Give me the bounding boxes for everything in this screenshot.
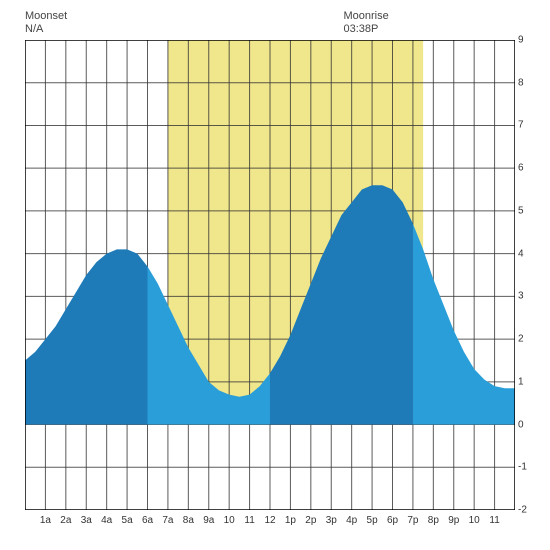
x-tick-label: 2a <box>60 515 71 526</box>
x-tick-label: 5p <box>367 515 378 526</box>
moonset-title: Moonset <box>25 10 67 23</box>
moonrise-value: 03:38P <box>344 23 389 36</box>
y-tick-label: 6 <box>518 163 524 174</box>
x-tick-label: 10 <box>224 515 235 526</box>
x-tick-label: 6a <box>142 515 153 526</box>
x-tick-label: 1a <box>40 515 51 526</box>
tide-chart: Moonset N/A Moonrise 03:38P 1a 2a 3a 4a 5a 6a… <box>10 10 540 540</box>
x-tick-label: 6p <box>387 515 398 526</box>
x-tick-label: 8a <box>183 515 194 526</box>
x-tick-label: 7p <box>407 515 418 526</box>
y-tick-label: 3 <box>518 291 524 302</box>
x-tick-label: 8p <box>428 515 439 526</box>
x-tick-label: 4a <box>101 515 112 526</box>
x-tick-label: 10 <box>469 515 480 526</box>
x-tick-label: 12 <box>264 515 275 526</box>
y-tick-label: 0 <box>518 419 524 430</box>
x-tick-label: 5a <box>122 515 133 526</box>
plot-area <box>25 40 515 510</box>
moonrise-title: Moonrise <box>344 10 389 23</box>
y-tick-label: 1 <box>518 376 524 387</box>
x-tick-label: 3p <box>326 515 337 526</box>
plot-svg <box>25 40 515 510</box>
moonset-block: Moonset N/A <box>25 10 67 36</box>
x-tick-label: 3a <box>81 515 92 526</box>
y-tick-label: 9 <box>518 35 524 46</box>
moonset-value: N/A <box>25 23 67 36</box>
moonrise-block: Moonrise 03:38P <box>344 10 389 36</box>
y-tick-label: 5 <box>518 205 524 216</box>
x-tick-label: 2p <box>305 515 316 526</box>
x-axis-labels: 1a 2a 3a 4a 5a 6a 7a 8a 9a 10 11 12 1p 2p 3p 4p 5p 6p 7p 8p… <box>25 515 515 535</box>
y-tick-label: 8 <box>518 77 524 88</box>
x-tick-label: 9p <box>448 515 459 526</box>
y-tick-label: 4 <box>518 248 524 259</box>
x-tick-label: 1p <box>285 515 296 526</box>
x-tick-label: 11 <box>489 515 499 526</box>
y-tick-label: -2 <box>518 505 527 516</box>
y-tick-label: 2 <box>518 334 524 345</box>
header-labels: Moonset N/A Moonrise 03:38P <box>10 10 540 38</box>
x-tick-label: 7a <box>162 515 173 526</box>
x-tick-label: 11 <box>244 515 254 526</box>
y-tick-label: 7 <box>518 120 524 131</box>
x-tick-label: 4p <box>346 515 357 526</box>
x-tick-label: 9a <box>203 515 214 526</box>
y-axis-labels: -2-10123456789 <box>518 40 538 510</box>
y-tick-label: -1 <box>518 462 527 473</box>
